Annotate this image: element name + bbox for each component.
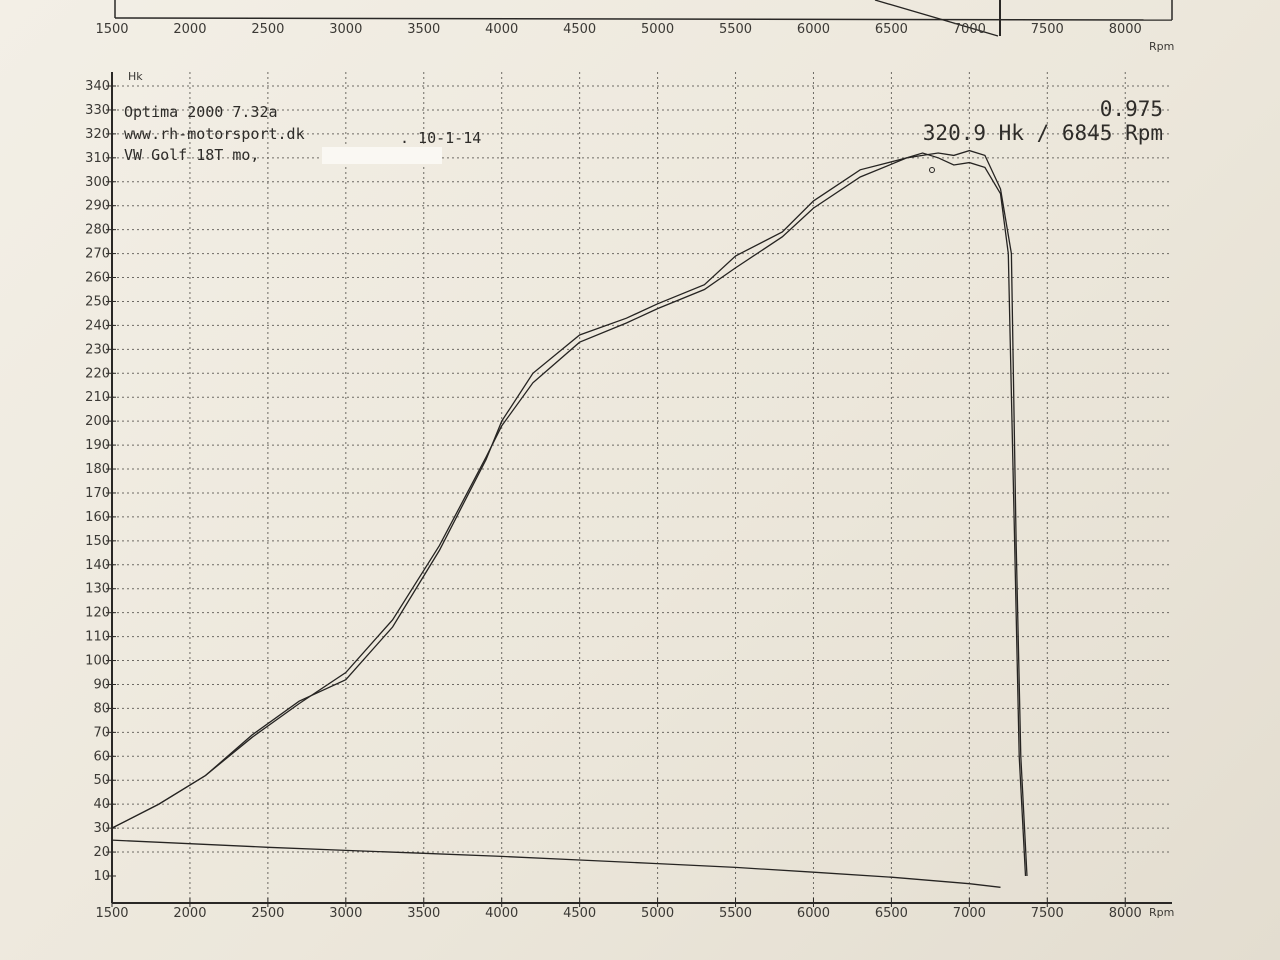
top-x-tick-label: 4500 (563, 22, 596, 37)
top-panel-curve (874, 0, 999, 37)
y-tick-label: 50 (93, 773, 110, 788)
top-x-tick-label: 5000 (641, 22, 674, 37)
y-tick-label: 60 (93, 749, 110, 764)
top-x-tick-label: 6000 (797, 22, 830, 37)
y-tick-label: 340 (85, 79, 110, 94)
y-tick-label: 230 (85, 342, 110, 357)
x-tick-label: 3000 (329, 906, 362, 921)
peak-marker (929, 167, 935, 173)
top-x-tick-label: 4000 (485, 22, 518, 37)
x-tick-label: 4000 (485, 906, 518, 921)
y-tick-label: 40 (93, 797, 110, 812)
y-tick-label: 70 (93, 725, 110, 740)
x-unit-label: Rpm (1149, 906, 1174, 919)
y-tick-label: 260 (85, 271, 110, 286)
peak-power: 320.9 Hk / 6845 Rpm (923, 121, 1163, 145)
top-x-tick-label: 5500 (719, 22, 752, 37)
x-tick-label: 2500 (251, 906, 284, 921)
y-tick-label: 90 (93, 677, 110, 692)
y-unit-label: Hk (128, 70, 143, 83)
y-tick-label: 150 (85, 534, 110, 549)
run-date: . 10-1-14 (400, 129, 481, 147)
x-tick-label: 1500 (95, 906, 128, 921)
series-line-3 (111, 839, 1001, 888)
top-x-unit: Rpm (1149, 40, 1174, 53)
y-tick-label: 80 (93, 701, 110, 716)
y-tick-label: 180 (85, 462, 110, 477)
x-tick-label: 3500 (407, 906, 440, 921)
top-x-tick-label: 7000 (953, 22, 986, 37)
main-chart: 10 20 30 40 50 60 70 80 90 100 110 120 130 140 150 160 1… (85, 70, 1174, 921)
x-tick-label: 7500 (1031, 906, 1064, 921)
x-tick-label: 8000 (1109, 906, 1142, 921)
y-tick-label: 270 (85, 247, 110, 262)
y-tick-label: 100 (85, 654, 110, 669)
y-tick-label: 330 (85, 103, 110, 118)
software-version: Optima 2000 7.32a (124, 103, 278, 121)
series-line-2 (111, 152, 1027, 877)
y-tick-label: 130 (85, 582, 110, 597)
series-line-1 (111, 149, 1028, 877)
x-tick-label: 6500 (875, 906, 908, 921)
x-tick-label: 5500 (719, 906, 752, 921)
x-tick-label: 7000 (953, 906, 986, 921)
y-tick-label: 300 (85, 175, 110, 190)
y-tick-label: 190 (85, 438, 110, 453)
y-tick-label: 240 (85, 318, 110, 333)
y-tick-label: 170 (85, 486, 110, 501)
y-tick-label: 140 (85, 558, 110, 573)
redaction-box (322, 147, 442, 164)
top-x-tick-label: 2000 (173, 22, 206, 37)
y-tick-label: 200 (85, 414, 110, 429)
y-tick-label: 310 (85, 151, 110, 166)
website: www.rh-motorsport.dk (124, 125, 305, 143)
y-tick-label: 290 (85, 199, 110, 214)
y-tick-label: 250 (85, 294, 110, 309)
top-x-tick-label: 3500 (407, 22, 440, 37)
top-x-tick-label: 7500 (1031, 22, 1064, 37)
x-tick-label: 6000 (797, 906, 830, 921)
top-panel: 1500 2000 2500 3000 3500 4000 4500 5000 5500 6000… (95, 0, 1174, 53)
x-tick-label: 5000 (641, 906, 674, 921)
y-tick-label: 20 (93, 845, 110, 860)
y-tick-label: 320 (85, 127, 110, 142)
top-x-tick-label: 2500 (251, 22, 284, 37)
run-header: Optima 2000 7.32a www.rh-motorsport.dk .… (124, 97, 1163, 164)
x-tick-label: 4500 (563, 906, 596, 921)
x-tick-label: 2000 (173, 906, 206, 921)
y-tick-label: 160 (85, 510, 110, 525)
y-tick-label: 30 (93, 821, 110, 836)
y-tick-label: 120 (85, 606, 110, 621)
y-tick-label: 210 (85, 390, 110, 405)
y-tick-label: 220 (85, 366, 110, 381)
vehicle-name: VW Golf 18T mo, (124, 146, 259, 164)
top-x-tick-label: 1500 (95, 22, 128, 37)
y-tick-label: 110 (85, 630, 110, 645)
top-x-tick-label: 6500 (875, 22, 908, 37)
correction-factor: 0.975 (1100, 97, 1163, 121)
y-tick-label: 10 (93, 869, 110, 884)
top-x-tick-label: 3000 (329, 22, 362, 37)
y-tick-label: 280 (85, 223, 110, 238)
top-x-tick-label: 8000 (1109, 22, 1142, 37)
top-panel-x-axis (114, 17, 1173, 21)
